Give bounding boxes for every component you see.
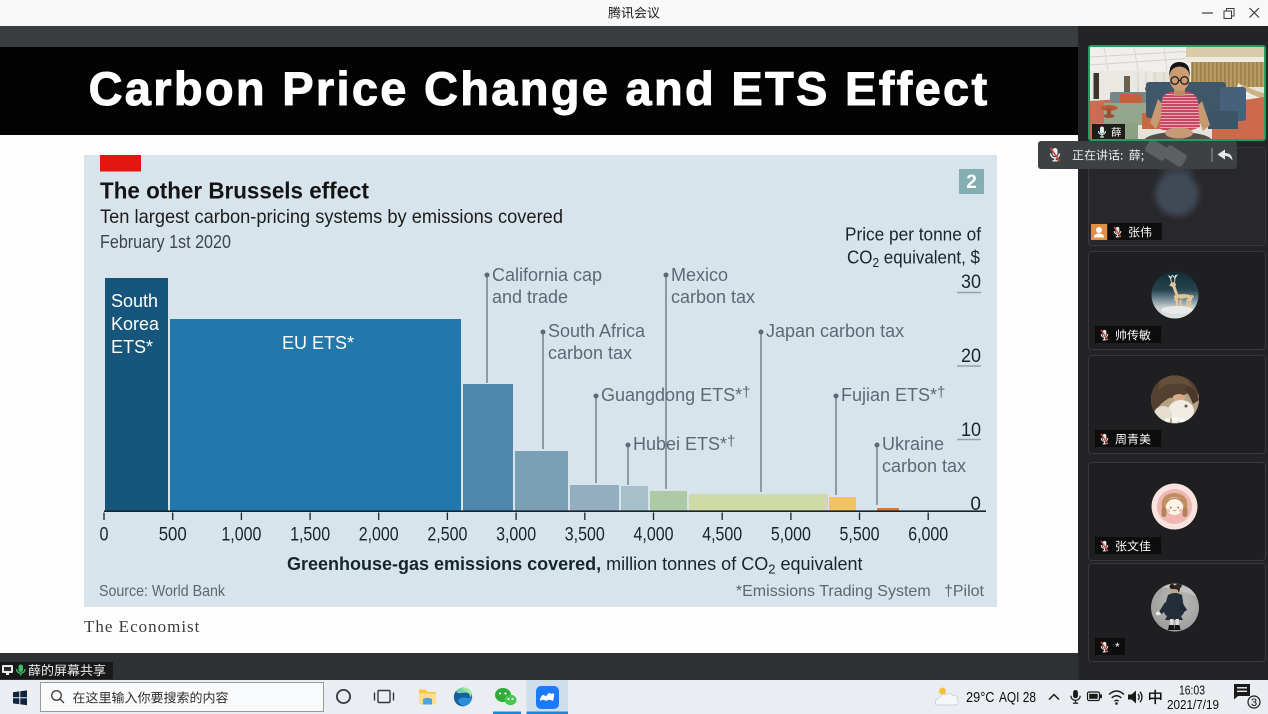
svg-text:Japan carbon tax: Japan carbon tax (766, 321, 904, 341)
svg-text:EU ETS*: EU ETS* (282, 333, 354, 353)
svg-text:South Africa: South Africa (548, 321, 646, 341)
svg-text:3,500: 3,500 (565, 524, 605, 546)
svg-text:AQI 28: AQI 28 (999, 689, 1036, 706)
svg-text:1,500: 1,500 (290, 524, 330, 546)
svg-text:10: 10 (961, 420, 981, 441)
svg-text:2021/7/19: 2021/7/19 (1167, 697, 1219, 712)
svg-text:carbon tax: carbon tax (882, 456, 966, 476)
svg-text:Mexico: Mexico (671, 265, 728, 285)
svg-text:Greenhouse-gas emissions cover: Greenhouse-gas emissions covered, millio… (287, 554, 863, 577)
svg-text:Price per tonne of: Price per tonne of (845, 224, 982, 245)
svg-text:The other Brussels effect: The other Brussels effect (100, 178, 369, 204)
svg-text:carbon tax: carbon tax (671, 287, 755, 307)
svg-text:Ten largest carbon-pricing sys: Ten largest carbon-pricing systems by em… (100, 206, 563, 228)
svg-text:2,000: 2,000 (359, 524, 399, 546)
svg-text:and trade: and trade (492, 287, 568, 307)
svg-text:500: 500 (159, 524, 187, 546)
svg-text:29°C: 29°C (966, 689, 995, 706)
svg-text:Fujian ETS*†: Fujian ETS*† (841, 384, 945, 405)
svg-text:Korea: Korea (111, 314, 160, 334)
svg-text:California cap: California cap (492, 265, 602, 285)
svg-text:5,000: 5,000 (771, 524, 811, 546)
svg-text:1,000: 1,000 (221, 524, 261, 546)
svg-text:carbon tax: carbon tax (548, 343, 632, 363)
svg-text:20: 20 (961, 346, 981, 367)
svg-text:*Emissions Trading System †P: *Emissions Trading System †Pilot (736, 583, 985, 600)
svg-text:0: 0 (100, 524, 109, 546)
svg-text:6,000: 6,000 (908, 524, 948, 546)
svg-text:CO2 equivalent, $: CO2 equivalent, $ (847, 247, 980, 271)
svg-text:South: South (111, 291, 158, 311)
svg-text:2: 2 (966, 172, 977, 193)
svg-text:ETS*: ETS* (111, 337, 153, 357)
svg-text:3,000: 3,000 (496, 524, 536, 546)
svg-text:Ukraine: Ukraine (882, 434, 944, 454)
svg-text:Hubei ETS*†: Hubei ETS*† (633, 433, 735, 454)
svg-text:0: 0 (970, 494, 981, 515)
svg-text:2,500: 2,500 (427, 524, 467, 546)
svg-text:Source: World Bank: Source: World Bank (99, 583, 226, 600)
svg-text:5,500: 5,500 (840, 524, 880, 546)
svg-text:4,000: 4,000 (634, 524, 674, 546)
svg-text:30: 30 (961, 272, 981, 293)
svg-text:4,500: 4,500 (702, 524, 742, 546)
svg-text:16:03: 16:03 (1179, 683, 1205, 698)
svg-text:3: 3 (1251, 697, 1257, 709)
svg-text:February 1st 2020: February 1st 2020 (100, 232, 231, 252)
svg-text:Guangdong ETS*†: Guangdong ETS*† (601, 384, 750, 405)
